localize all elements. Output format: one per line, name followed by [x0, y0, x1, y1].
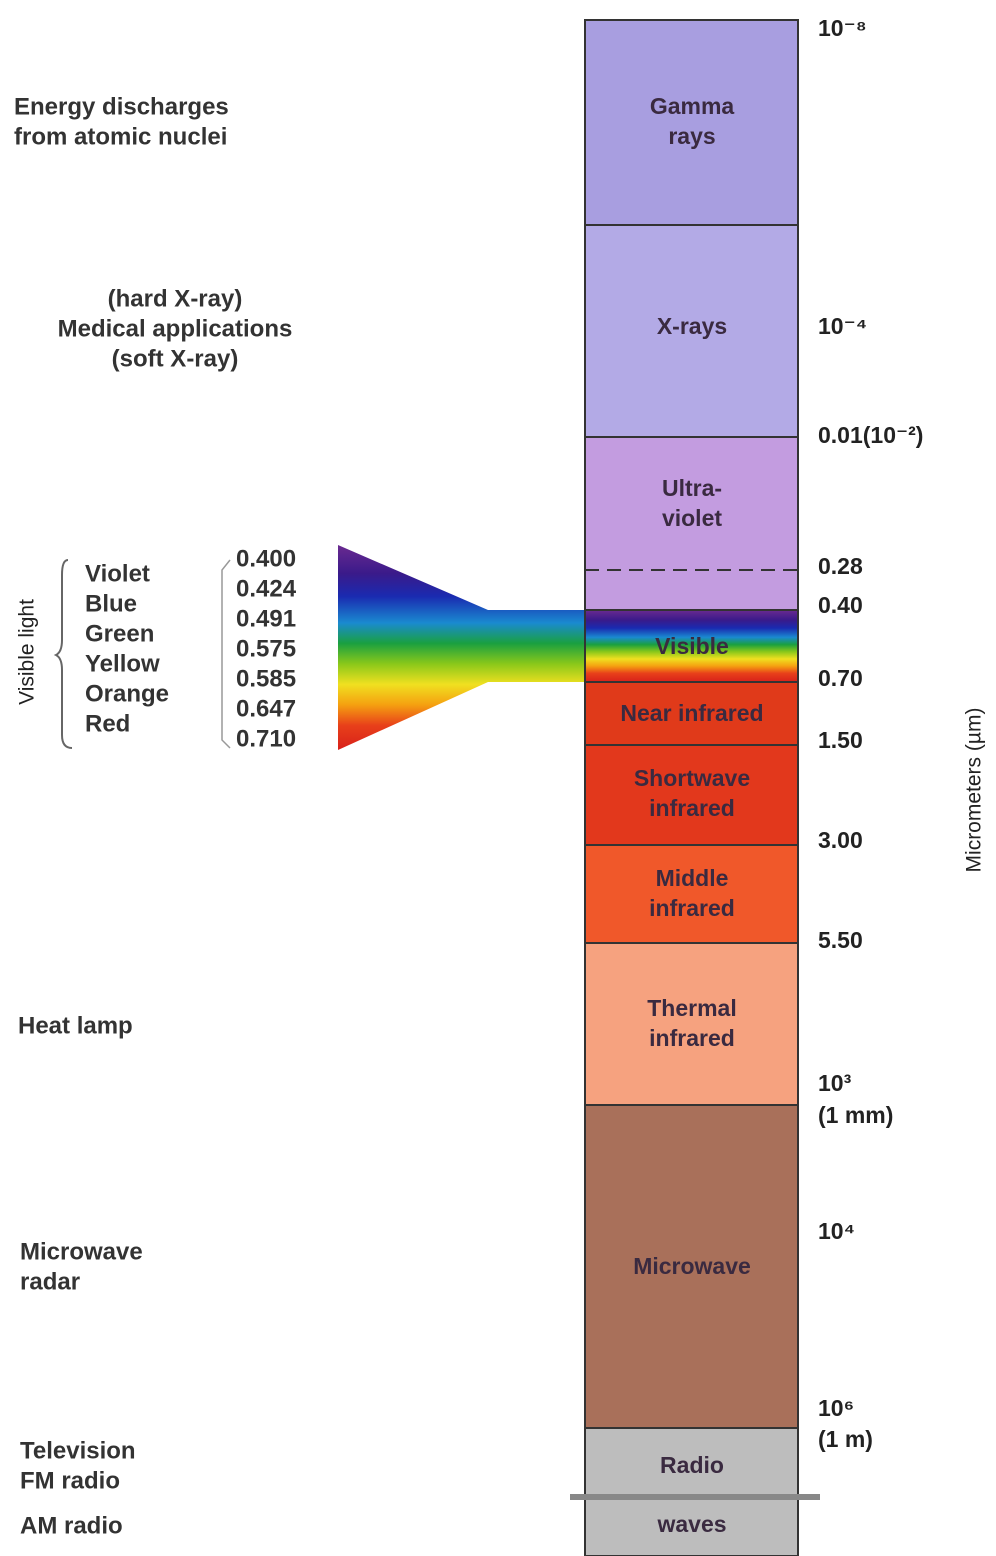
visible-brace — [53, 559, 73, 749]
scale-label: 0.70 — [818, 665, 863, 691]
band — [584, 942, 799, 1106]
band-label: Near infrared — [620, 700, 763, 726]
band-label: Middle — [656, 865, 729, 891]
scale-label: 10⁶ — [818, 1395, 854, 1421]
visible-light-label: Visible light — [16, 599, 39, 705]
scale-label: 0.01(10⁻²) — [818, 422, 923, 448]
application-label: Heat lamp — [18, 1012, 133, 1039]
wavelength-bracket — [221, 559, 231, 749]
application-label: from atomic nuclei — [14, 123, 227, 150]
scale-label: 5.50 — [818, 927, 863, 953]
band-label: X-rays — [657, 313, 727, 339]
color-name: Blue — [85, 590, 137, 617]
wavelength: 0.710 — [236, 725, 296, 752]
band-label: Thermal — [647, 995, 736, 1021]
band — [584, 224, 799, 438]
wavelength: 0.647 — [236, 695, 296, 722]
color-name: Green — [85, 620, 154, 647]
band — [584, 1104, 799, 1429]
band — [584, 681, 799, 746]
band-label: infrared — [649, 895, 735, 921]
band-label: violet — [662, 505, 722, 531]
scale-label: 10⁴ — [818, 1218, 855, 1244]
band — [584, 844, 799, 944]
band-label: Microwave — [633, 1253, 751, 1279]
wavelength: 0.491 — [236, 605, 296, 632]
visible-band — [584, 609, 799, 683]
band-label: Ultra- — [662, 475, 722, 501]
scale-label: 10⁻⁴ — [818, 313, 867, 339]
scale-label: (1 m) — [818, 1426, 873, 1452]
color-name: Yellow — [85, 650, 160, 677]
band-label: Gamma — [650, 93, 735, 119]
wavelength: 0.585 — [236, 665, 296, 692]
application-label: (soft X-ray) — [112, 345, 239, 372]
band — [584, 436, 799, 611]
band — [584, 1427, 799, 1556]
application-label: (hard X-ray) — [108, 285, 243, 312]
band-label: Radio — [660, 1452, 724, 1478]
application-label: Television — [20, 1437, 136, 1464]
visible-funnel — [338, 545, 600, 750]
scale-label: 1.50 — [818, 727, 863, 753]
wavelength: 0.424 — [236, 575, 297, 602]
band-label: Visible — [655, 633, 729, 659]
application-label: FM radio — [20, 1467, 120, 1494]
band-label: waves — [656, 1511, 726, 1537]
wavelength: 0.400 — [236, 545, 296, 572]
scale-label: 10⁻⁸ — [818, 15, 867, 41]
scale-label: (1 mm) — [818, 1102, 893, 1128]
band-column — [584, 19, 799, 1556]
color-name: Violet — [85, 560, 150, 587]
band-label: Shortwave — [634, 765, 750, 791]
band-label: infrared — [649, 795, 735, 821]
axis-label: Micrometers (µm) — [963, 708, 986, 873]
band — [584, 19, 799, 226]
application-label: Microwave — [20, 1238, 143, 1265]
color-name: Red — [85, 710, 130, 737]
application-label: Medical applications — [58, 315, 293, 342]
scale-label: 10³ — [818, 1070, 852, 1096]
scale-label: 3.00 — [818, 827, 863, 853]
scale-label: 0.40 — [818, 592, 863, 618]
wavelength: 0.575 — [236, 635, 296, 662]
band-label: infrared — [649, 1025, 735, 1051]
application-label: AM radio — [20, 1512, 123, 1539]
band-label: rays — [668, 123, 715, 149]
application-label: Energy discharges — [14, 93, 229, 120]
color-name: Orange — [85, 680, 169, 707]
application-label: radar — [20, 1268, 80, 1295]
scale-label: 0.28 — [818, 553, 863, 579]
